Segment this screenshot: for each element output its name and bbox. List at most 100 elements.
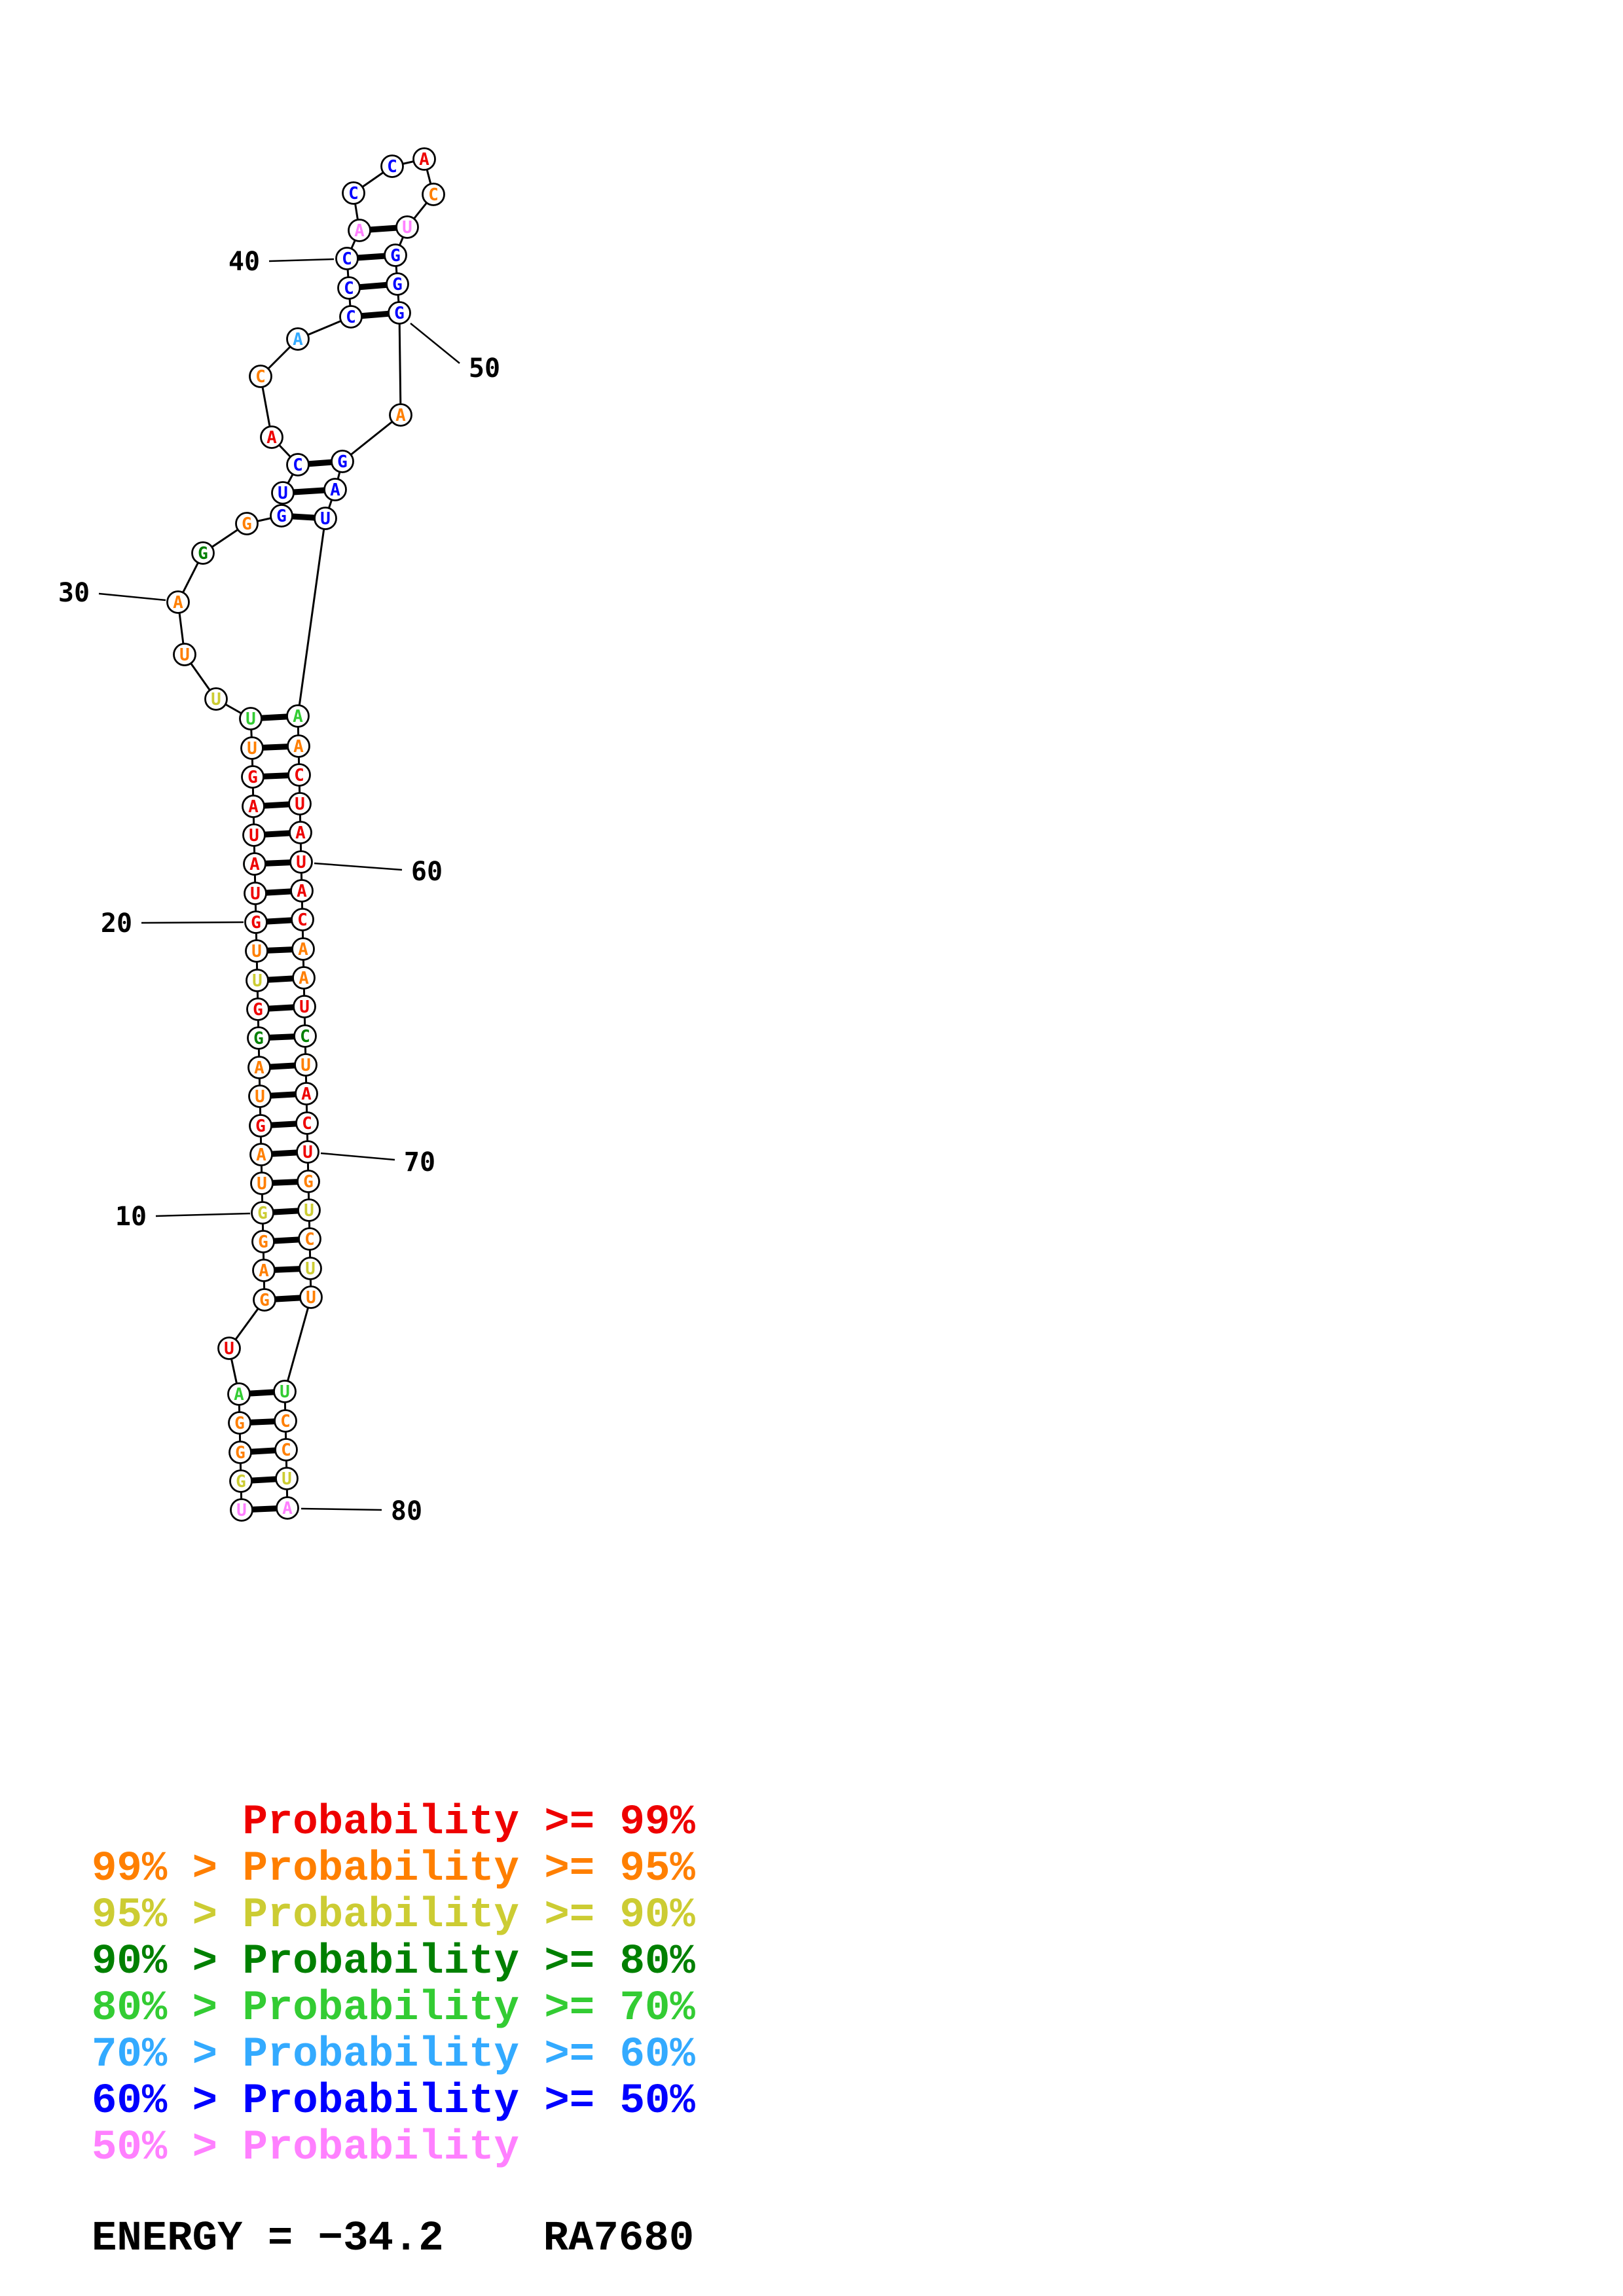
- label-leader-line: [410, 323, 460, 364]
- nucleotide-circle: [242, 823, 266, 847]
- nucleotide-base: U: [278, 484, 288, 503]
- nucleotide-circle: [204, 687, 228, 711]
- nucleotide-circle: [348, 219, 371, 242]
- nucleotide-circle: [252, 1259, 276, 1282]
- nucleotide-base: U: [402, 218, 412, 238]
- nucleotide-base: G: [257, 1204, 268, 1223]
- position-label: 60: [411, 857, 443, 887]
- nucleotide-base: U: [295, 795, 305, 814]
- nucleotide-base: C: [387, 157, 397, 177]
- nucleotide-circle: [230, 1498, 253, 1522]
- probability-legend: Probability >= 99% 99% > Probability >= 9…: [92, 1800, 695, 2172]
- nucleotide-circle: [235, 512, 259, 535]
- nucleotide-base: G: [255, 1117, 266, 1136]
- nucleotide-base: A: [254, 1058, 264, 1078]
- nucleotide-base: A: [293, 707, 303, 726]
- nucleotide-circle: [384, 243, 407, 267]
- nucleotide-circle: [291, 908, 314, 931]
- nucleotide-base: A: [293, 330, 303, 350]
- nucleotide-circle: [248, 1085, 272, 1108]
- nucleotide-base: G: [303, 1172, 314, 1192]
- legend-line: 95% > Probability >= 90%: [92, 1892, 695, 1939]
- nucleotide-circle: [380, 154, 404, 178]
- nucleotide-base: U: [252, 971, 263, 991]
- nucleotide-circle: [276, 1496, 299, 1520]
- energy-line: ENERGY = −34.2 RA7680: [92, 2215, 694, 2263]
- nucleotide-base: A: [173, 593, 183, 613]
- nucleotide-circle: [249, 365, 272, 388]
- nucleotide-circle: [331, 450, 354, 473]
- nucleotide-base: C: [297, 910, 308, 930]
- nucleotide-base: U: [301, 1056, 311, 1075]
- nucleotide-base: A: [282, 1499, 293, 1518]
- nucleotide-circle: [337, 276, 361, 300]
- nucleotide-base: G: [235, 1443, 246, 1463]
- label-leader-line: [268, 258, 335, 262]
- nucleotide-base: U: [257, 1174, 267, 1194]
- nucleotide-circle: [249, 1114, 272, 1138]
- nucleotide-base: G: [242, 514, 252, 534]
- nucleotide-base: U: [282, 1469, 292, 1489]
- nucleotide-base: A: [419, 150, 429, 170]
- nucleotide-circle: [244, 882, 267, 905]
- nucleotide-base: A: [259, 1261, 269, 1281]
- nucleotide-circle: [247, 1056, 271, 1079]
- nucleotide-circle: [295, 1111, 319, 1135]
- nucleotide-base: U: [250, 884, 261, 904]
- nucleotide-base: U: [224, 1339, 234, 1359]
- label-leader-line: [141, 921, 244, 924]
- nucleotide-circle: [239, 707, 263, 730]
- nucleotide-base: C: [344, 279, 354, 298]
- nucleotide-base: C: [346, 308, 356, 327]
- nucleotide-base: G: [198, 544, 208, 564]
- nucleotide-circle: [342, 181, 365, 205]
- nucleotide-base: C: [281, 1441, 291, 1460]
- nucleotide-circle: [260, 425, 283, 449]
- nucleotide-circle: [294, 1053, 318, 1077]
- nucleotide-base: A: [249, 855, 260, 874]
- nucleotide-base: A: [266, 428, 277, 448]
- nucleotide-circle: [290, 879, 314, 903]
- nucleotide-base: A: [395, 406, 406, 425]
- nucleotide-circle: [244, 910, 268, 934]
- nucleotide-base: U: [246, 709, 256, 729]
- label-leader-line: [155, 1212, 251, 1217]
- nucleotide-circle: [299, 1257, 322, 1280]
- label-leader-line: [301, 1507, 382, 1511]
- nucleotide-base: U: [299, 997, 310, 1017]
- nucleotide-circle: [173, 643, 196, 666]
- legend-line: 60% > Probability >= 50%: [92, 2078, 695, 2125]
- nucleotide-circle: [274, 1438, 298, 1462]
- nucleotide-circle: [289, 850, 313, 874]
- nucleotide-circle: [251, 1201, 274, 1225]
- nucleotide-circle: [335, 247, 359, 270]
- nucleotide-circle: [291, 937, 315, 961]
- nucleotide-circle: [249, 1143, 273, 1166]
- nucleotide-circle: [270, 504, 293, 528]
- nucleotide-base: U: [179, 645, 190, 665]
- nucleotide-base: U: [306, 1288, 316, 1308]
- label-leader-line: [314, 862, 403, 871]
- nucleotide-base: C: [300, 1027, 310, 1047]
- nucleotide-circle: [297, 1198, 321, 1222]
- nucleotide-circle: [293, 1024, 317, 1048]
- nucleotide-circle: [243, 852, 266, 876]
- nucleotide-base: C: [294, 766, 304, 785]
- nucleotide-base: C: [342, 249, 352, 269]
- nucleotide-circle: [241, 765, 264, 789]
- nucleotide-circle: [217, 1336, 241, 1360]
- nucleotide-circle: [273, 1380, 297, 1403]
- nucleotide-circle: [286, 704, 310, 728]
- nucleotide-base: A: [248, 797, 259, 817]
- position-label: 20: [101, 908, 132, 939]
- backbone-line: [297, 518, 327, 717]
- nucleotide-base: C: [280, 1412, 291, 1431]
- nucleotide-base: U: [304, 1201, 314, 1221]
- nucleotide-base: A: [297, 882, 307, 901]
- backbone-line: [342, 414, 401, 463]
- nucleotide-circle: [422, 183, 445, 206]
- nucleotide-base: U: [302, 1143, 313, 1162]
- nucleotide-circle: [299, 1285, 323, 1309]
- nucleotide-base: A: [354, 221, 365, 241]
- nucleotide-circle: [286, 453, 310, 476]
